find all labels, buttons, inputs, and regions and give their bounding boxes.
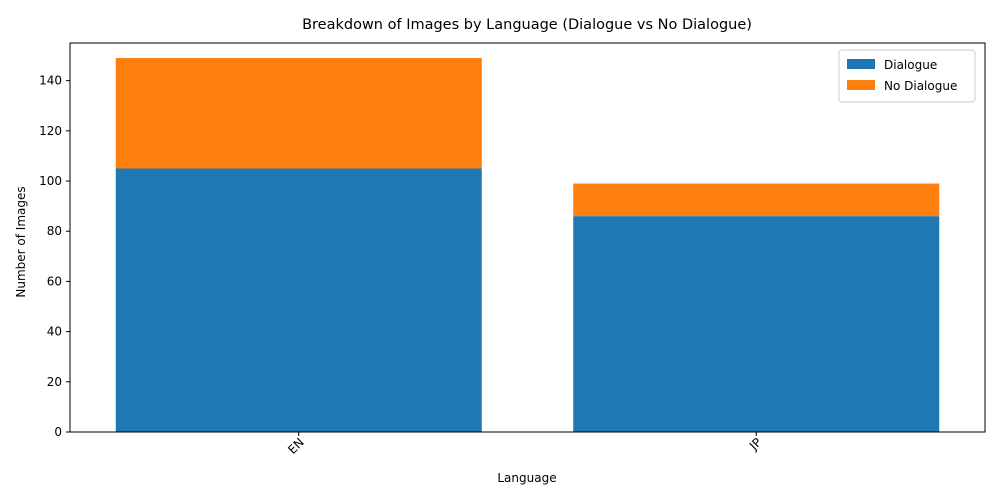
y-tick-label: 60: [47, 274, 62, 288]
bar-jp-no-dialogue: [573, 183, 940, 217]
bar-jp-dialogue: [573, 216, 940, 432]
legend-label-dialogue: Dialogue: [884, 58, 937, 72]
y-tick-label: 0: [54, 425, 62, 439]
y-tick-label: 80: [47, 224, 62, 238]
plot-frame: [69, 42, 986, 433]
y-tick-label: 120: [39, 124, 62, 138]
chart-title: Breakdown of Images by Language (Dialogu…: [302, 17, 752, 33]
x-tick-label: JP: [746, 435, 764, 453]
y-tick-label: 100: [39, 174, 62, 188]
legend-swatch-no-dialogue: [847, 80, 875, 90]
y-axis-label: Number of Images: [14, 186, 28, 297]
legend: Dialogue No Dialogue: [838, 49, 976, 103]
x-axis: EN JP: [285, 432, 764, 457]
plot-area: [69, 42, 986, 433]
bar-en-no-dialogue: [115, 58, 482, 169]
y-tick-label: 40: [47, 325, 62, 339]
legend-label-no-dialogue: No Dialogue: [884, 79, 957, 93]
y-tick-label: 20: [47, 375, 62, 389]
y-axis: 0 20 40 60 80 100 120 140: [39, 74, 70, 439]
x-axis-label: Language: [497, 471, 556, 485]
legend-swatch-dialogue: [847, 59, 875, 69]
bar-en-dialogue: [115, 168, 482, 432]
x-tick-label: EN: [285, 435, 307, 457]
y-tick-label: 140: [39, 74, 62, 88]
